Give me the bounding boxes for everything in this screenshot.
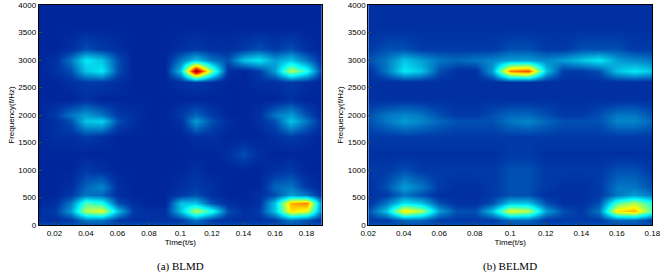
svg-text:Time(t/s): Time(t/s) [165, 238, 197, 247]
svg-text:0.18: 0.18 [645, 229, 661, 238]
svg-text:2500: 2500 [18, 83, 36, 92]
svg-text:3500: 3500 [348, 28, 366, 37]
svg-text:(b) BELMD: (b) BELMD [483, 260, 537, 273]
svg-text:0.16: 0.16 [609, 229, 625, 238]
svg-text:2000: 2000 [348, 111, 366, 120]
svg-text:0: 0 [32, 221, 37, 230]
svg-text:1500: 1500 [348, 138, 366, 147]
svg-text:0.06: 0.06 [110, 229, 126, 238]
svg-text:0.14: 0.14 [574, 229, 590, 238]
svg-text:0.16: 0.16 [267, 229, 283, 238]
svg-text:1000: 1000 [18, 166, 36, 175]
svg-text:0.02: 0.02 [47, 229, 63, 238]
svg-text:(a) BLMD: (a) BLMD [157, 260, 204, 273]
svg-text:0.08: 0.08 [467, 229, 483, 238]
svg-text:0.18: 0.18 [299, 229, 315, 238]
svg-text:0.04: 0.04 [396, 229, 412, 238]
svg-text:0.1: 0.1 [505, 229, 517, 238]
svg-text:0.14: 0.14 [236, 229, 252, 238]
svg-text:0.1: 0.1 [175, 229, 187, 238]
svg-text:0.08: 0.08 [141, 229, 157, 238]
svg-text:Frequency(f/Hz): Frequency(f/Hz) [7, 86, 16, 144]
svg-text:0.12: 0.12 [538, 229, 554, 238]
svg-text:500: 500 [23, 193, 37, 202]
svg-text:0.04: 0.04 [78, 229, 94, 238]
svg-text:3500: 3500 [18, 28, 36, 37]
svg-text:2500: 2500 [348, 83, 366, 92]
svg-text:2000: 2000 [18, 111, 36, 120]
svg-text:0: 0 [361, 221, 366, 230]
svg-text:1000: 1000 [348, 166, 366, 175]
svg-text:4000: 4000 [18, 1, 36, 10]
svg-text:0.02: 0.02 [360, 229, 376, 238]
svg-text:3000: 3000 [18, 56, 36, 65]
svg-text:3000: 3000 [348, 56, 366, 65]
svg-text:1500: 1500 [18, 138, 36, 147]
svg-text:Time(t/s): Time(t/s) [495, 238, 527, 247]
svg-text:0.12: 0.12 [204, 229, 220, 238]
svg-text:4000: 4000 [348, 1, 366, 10]
svg-text:Frequency(f/Hz): Frequency(f/Hz) [336, 86, 345, 144]
svg-text:500: 500 [352, 193, 366, 202]
svg-text:0.06: 0.06 [431, 229, 447, 238]
